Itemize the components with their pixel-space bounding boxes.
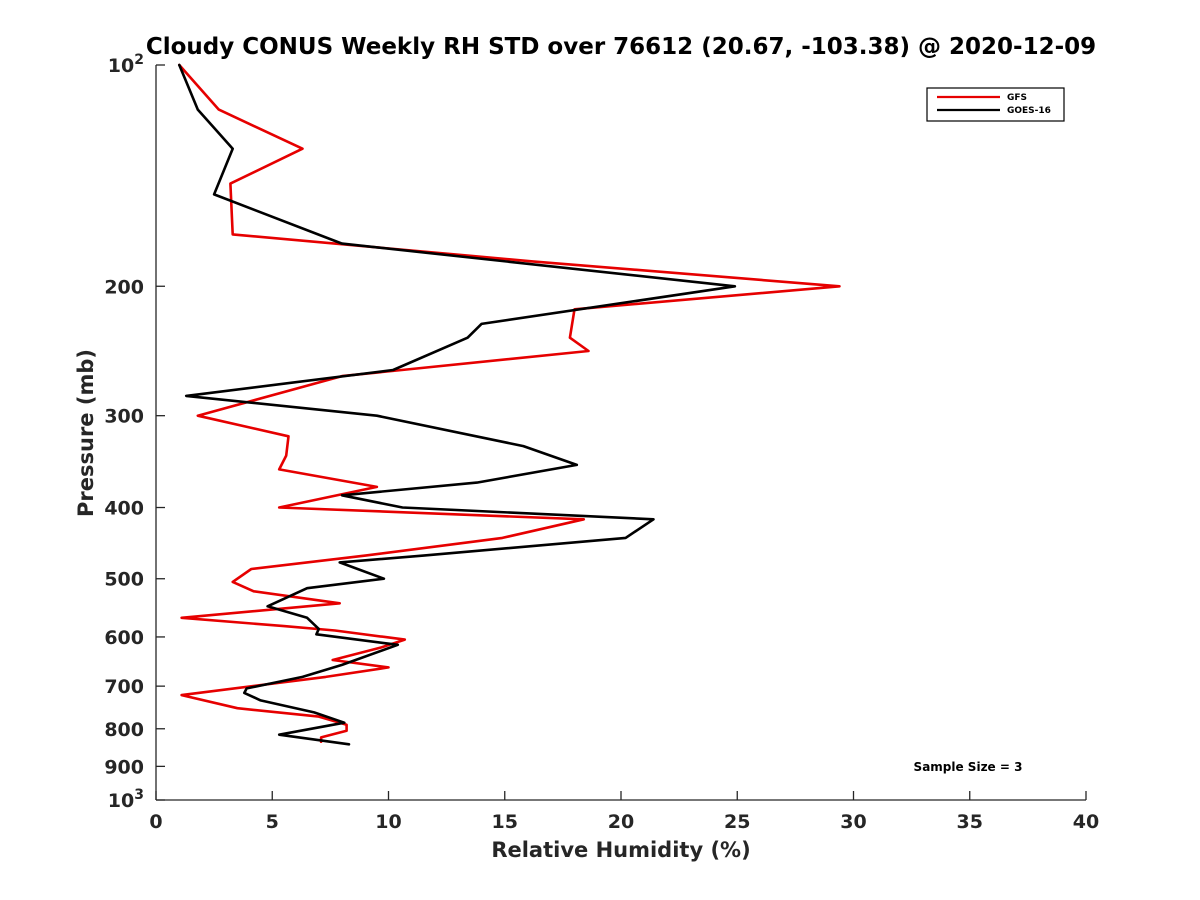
series-line-goes16: [178, 63, 737, 746]
data-series: [178, 63, 841, 746]
y-tick-label: 102: [108, 52, 144, 77]
y-tick-label: 300: [104, 406, 144, 428]
x-tick-label: 10: [375, 811, 401, 833]
chart-title: Cloudy CONUS Weekly RH STD over 76612 (2…: [146, 34, 1096, 60]
sample-size-annotation: Sample Size = 3: [914, 760, 1023, 774]
x-axis-label: Relative Humidity (%): [491, 838, 750, 862]
y-tick-label: 400: [104, 498, 144, 520]
y-tick-label: 800: [104, 719, 144, 741]
x-tick-label: 20: [608, 811, 634, 833]
series-line-gfs: [178, 63, 841, 744]
x-tick-label: 5: [266, 811, 279, 833]
plot-area: 0 5 10 15 20 25 30 35 40 102 200 300 400 500 600 700 80…: [104, 52, 1099, 833]
x-tick-label: 0: [149, 811, 162, 833]
x-tick-label: 30: [840, 811, 866, 833]
x-tick-label: 40: [1073, 811, 1099, 833]
x-tick-label: 25: [724, 811, 750, 833]
y-tick-label: 500: [104, 569, 144, 591]
y-axis-label: Pressure (mb): [74, 349, 98, 517]
y-axis-ticks: 102 200 300 400 500 600 700 800 900 103: [104, 52, 165, 812]
legend-label-gfs: GFS: [1007, 93, 1027, 103]
y-tick-label: 700: [104, 676, 144, 698]
x-axis-ticks: 0 5 10 15 20 25 30 35 40: [149, 791, 1099, 833]
y-tick-label: 900: [104, 756, 144, 778]
x-tick-label: 35: [957, 811, 983, 833]
legend: GFS GOES-16: [926, 87, 1065, 122]
x-tick-label: 15: [492, 811, 518, 833]
y-tick-label: 103: [108, 787, 144, 812]
y-tick-label: 200: [104, 276, 144, 298]
y-tick-label: 600: [104, 627, 144, 649]
legend-box: [926, 87, 1065, 122]
legend-label-goes16: GOES-16: [1007, 106, 1051, 116]
